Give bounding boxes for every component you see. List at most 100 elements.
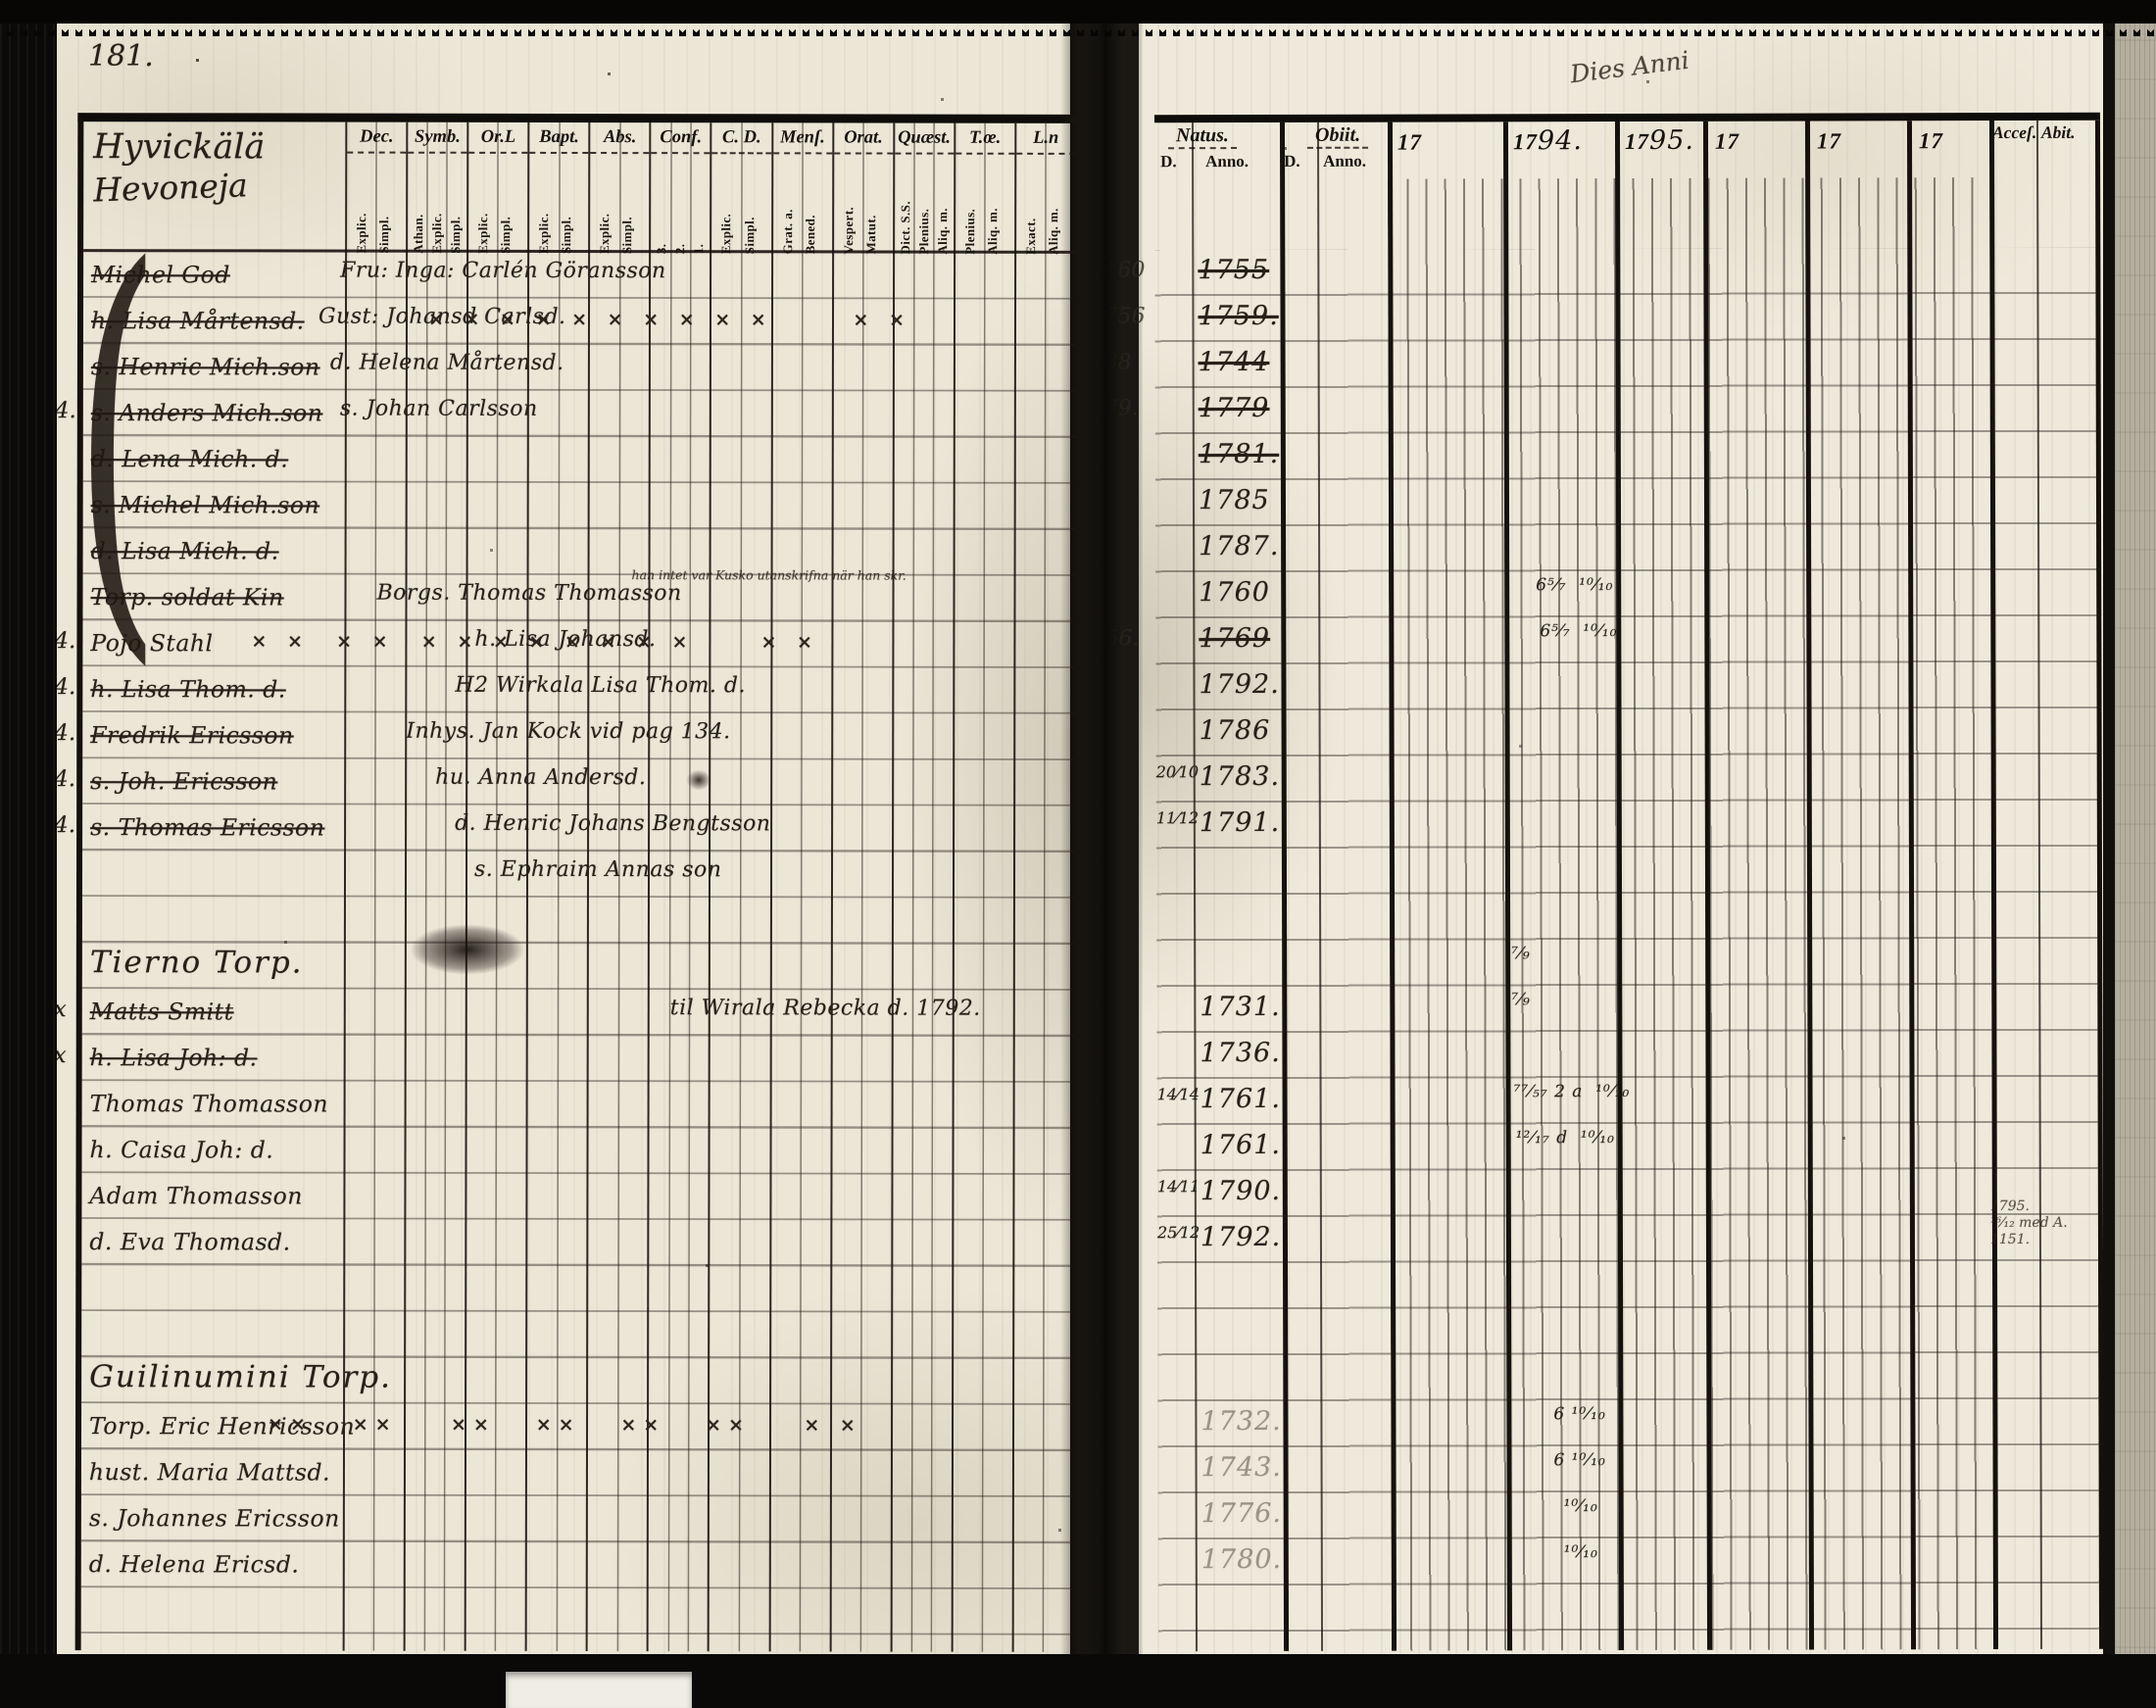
obiit-anno-subheader: Anno. <box>1323 151 1367 171</box>
column-subheaders: 3. 2. 1. <box>652 156 710 255</box>
annotation: s. Ephraim Annas son <box>474 856 722 883</box>
person-name: hust. Maria Mattsd. <box>88 1458 331 1487</box>
margin-mark: 4. <box>54 720 76 747</box>
natus-label: Natus. <box>1167 124 1237 150</box>
column-subheader-2: Aliq. m. <box>984 208 1001 255</box>
attendance-mark-row: ⁷⁄₉ <box>1156 939 2102 988</box>
natus-day-subheader: D. <box>1160 152 1177 171</box>
column-subheader-1: Exact. <box>1022 218 1039 255</box>
book-binding-edge-left <box>0 0 57 1708</box>
column-label: Bapt. <box>529 122 589 155</box>
register-row: 4. s. Anders Mich.son s. Johan Carlsson <box>55 390 1075 438</box>
column-subheader-2: Explic. <box>429 213 445 254</box>
attendance-marks: 6⁵⁄₇ ¹⁰⁄₁₀ 6⁵⁄₇ ¹⁰⁄₁₀ ⁷⁄₉ ⁷⁄₉ <box>1154 248 2104 1637</box>
column-subheader-1: Explic. <box>597 213 612 255</box>
attendance-mark-row: 6 ¹⁰⁄₁₀ <box>1158 1445 2104 1494</box>
column-label: Dec. <box>347 122 407 154</box>
village-name-1: Hyvickälä <box>93 127 266 168</box>
attendance-fraction: ¹²⁄₁₇ d ¹⁰⁄₁₀ <box>1515 1128 1616 1148</box>
annotation: s. Johan Carlsson <box>339 396 538 421</box>
year-column-1: 17 <box>1396 129 1423 155</box>
person-name: d. Eva Thomasd. <box>89 1228 291 1256</box>
register-row: x Matts Smitt til Wirala Rebecka d. 1792… <box>54 989 1074 1037</box>
column-subheader-3: 1. <box>691 243 707 255</box>
communion-cross-marks: × × × × × × × × × × × × <box>427 308 911 331</box>
section-heading: Guilinumini Torp. <box>89 1359 393 1395</box>
accef-note-line-2: ¹⁶⁄₁₂ med A. <box>1989 1214 2068 1231</box>
right-page: Dies Anni Natus. Obiit. D. Anno. D. Anno <box>1103 24 2113 1654</box>
attendance-mark-row: ⁷⁄₉ <box>1156 985 2102 1034</box>
register-row: Thomas Thomasson <box>82 1081 1074 1129</box>
year-column-6: 17 <box>1918 128 1944 154</box>
annotation: hu. Anna Andersd. <box>435 764 647 791</box>
person-name: s. Joh. Ericsson <box>90 767 278 796</box>
register-row: Torp. soldat Kin Borgs. Thomas Thomasson… <box>82 567 1074 622</box>
register-row: d. Eva Thomasd. <box>81 1219 1073 1267</box>
attendance-mark-row: 6⁵⁄₇ ¹⁰⁄₁₀ <box>1155 570 2101 619</box>
column-subheaders: Dict. S.S. Plenius. Aliq. m. <box>895 157 954 255</box>
column-subheader-3: Aliq. m. <box>934 208 950 255</box>
register-row: s. Ephraim Annas son <box>82 851 1074 899</box>
person-name: s. Thomas Ericsson <box>90 813 325 842</box>
register-row: s. Henric Mich.son d. Helena Mårtensd. <box>83 344 1075 392</box>
column-label: T.œ. <box>956 122 1015 155</box>
register-row: s. Michel Mich.son <box>83 482 1075 530</box>
column-subheader-1: Explic. <box>354 213 369 254</box>
accef-label: Acceſ. <box>1991 122 2037 143</box>
page-edge-line <box>2103 0 2115 1708</box>
year-column-3: 1795. <box>1624 124 1695 156</box>
column-subheader-2: Bened. <box>802 215 817 255</box>
register-row: 4. s. Joh. Ericsson hu. Anna Andersd. <box>54 758 1074 806</box>
annotation: til Wirala Rebecka d. 1792. <box>669 996 981 1021</box>
handwritten-header-note: Dies Anni <box>1568 45 1691 89</box>
accef-note-line-1: 1795. <box>1989 1197 2030 1214</box>
year-column-2: 1794. <box>1512 125 1584 157</box>
annotation: d. Helena Mårtensd. <box>329 350 564 375</box>
column-subheader-1: Plenius. <box>961 208 977 255</box>
column-subheader-2: Aliq. m. <box>1046 208 1061 255</box>
column-subheader-1: 3. <box>654 243 669 255</box>
column-label: Or.L <box>468 122 528 154</box>
column-subheader-1: Explic. <box>718 213 734 255</box>
register-row: Torp. Eric Henricsson ×× ×× ×× ×× ×× ×× … <box>81 1403 1073 1451</box>
scan-noise-specks <box>196 59 199 62</box>
attendance-fraction: 6⁵⁄₇ ¹⁰⁄₁₀ <box>1540 621 1618 642</box>
book-gutter <box>1060 0 1143 1708</box>
torn-page-edge <box>0 0 2156 36</box>
column-subheaders: Vespert. Matut. <box>834 156 893 255</box>
column-subheader-2: 2. <box>672 243 688 255</box>
section-heading: Tierno Torp. <box>89 945 304 981</box>
left-page: 181. ( Hyvickälä Hevoneja Dec. Explic. S… <box>54 24 1076 1654</box>
person-name: Fredrik Ericsson <box>90 721 294 750</box>
attendance-fraction: 6 ¹⁰⁄₁₀ <box>1553 1450 1606 1471</box>
column-subheaders: Explic. Simpl. <box>712 156 771 255</box>
register-row: Guilinumini Torp. <box>81 1357 1073 1405</box>
dates-table: Natus. Obiit. D. Anno. D. Anno. 17 1794.… <box>1103 112 2105 1652</box>
register-row: 4. s. Thomas Ericsson d. Henric Johans B… <box>54 805 1074 853</box>
column-subheader-2: Simpl. <box>559 216 574 254</box>
column-subheader-2: Simpl. <box>376 216 392 254</box>
register-row: h. Lisa Mårtensd. Gust: Johansd Carlsd. … <box>83 298 1075 346</box>
communion-table: Hyvickälä Hevoneja Dec. Explic. Simpl. <box>54 113 1076 1652</box>
attendance-fraction: ¹⁰⁄₁₀ <box>1563 1496 1598 1517</box>
photo-bottom-band <box>0 1654 2156 1708</box>
accef-note-line-3: 1151. <box>1989 1231 2031 1247</box>
person-name: h. Lisa Joh: d. <box>89 1044 258 1072</box>
column-subheaders: Explic. Simpl. <box>468 156 527 254</box>
register-row: 4. h. Lisa Thom. d. H2 Wirkala Lisa Thom… <box>54 666 1074 714</box>
column-subheader-2: Matut. <box>862 215 878 255</box>
attendance-fraction: ⁷⁄₉ <box>1511 990 1531 1010</box>
column-label: Quæst. <box>895 122 955 155</box>
attendance-fraction: ¹⁰⁄₁₀ <box>1563 1542 1598 1563</box>
attendance-mark-row: 6 ¹⁰⁄₁₀ <box>1157 1399 2103 1448</box>
margin-mark: 4. <box>54 766 76 793</box>
accef-note: 1795. ¹⁶⁄₁₂ med A. 1151. <box>1990 1198 2098 1248</box>
person-name: s. Johannes Ericsson <box>88 1504 340 1533</box>
column-subheader-1: Vespert. <box>840 206 856 255</box>
attendance-fraction: ⁷⁷⁄₅₇ 2 a ¹⁰⁄₁₀ <box>1513 1081 1631 1102</box>
register-row: Adam Thomasson <box>81 1173 1073 1221</box>
year-column-4: 17 <box>1714 128 1740 154</box>
attendance-fraction: 6⁵⁄₇ ¹⁰⁄₁₀ <box>1536 575 1614 596</box>
obiit-day-subheader: D. <box>1284 151 1300 171</box>
